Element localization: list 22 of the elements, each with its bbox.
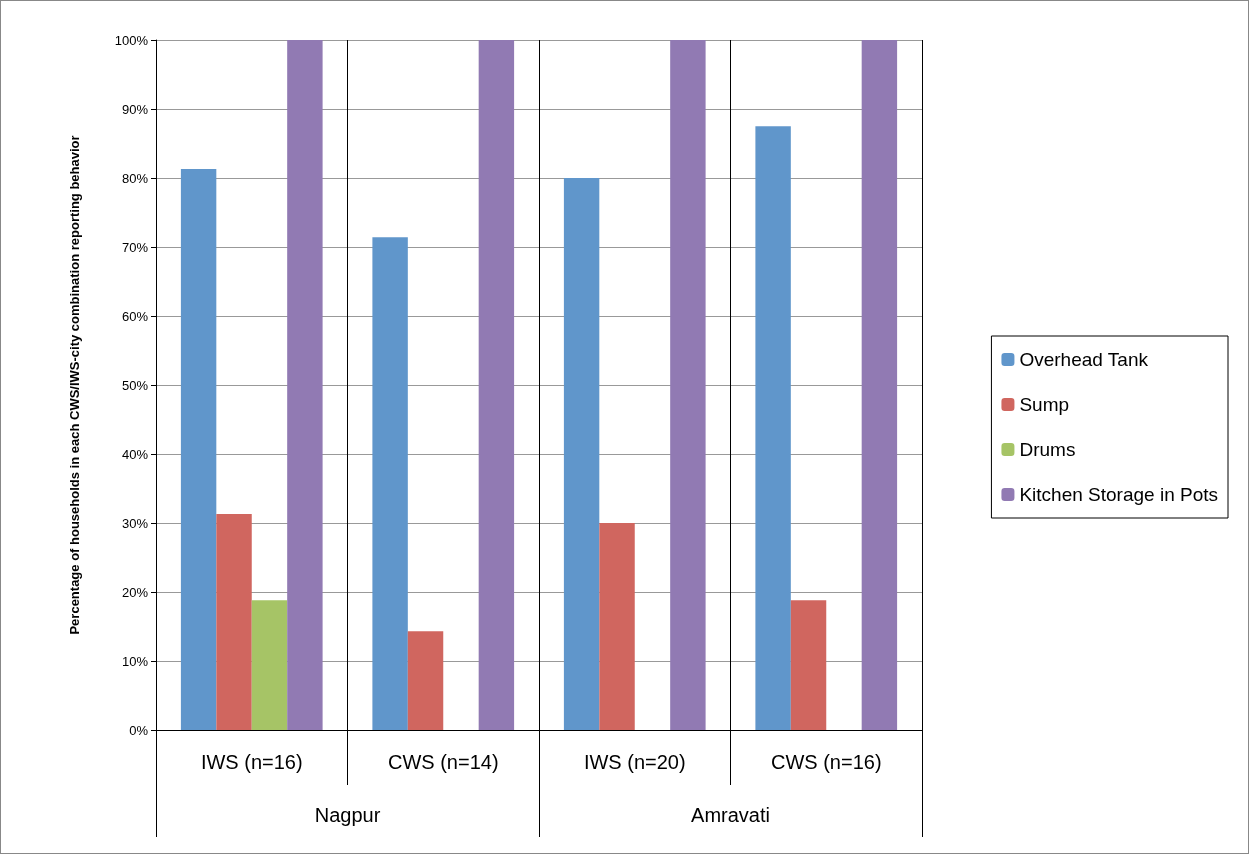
y-tick-label: 100% bbox=[114, 32, 149, 48]
y-axis-title: Percentage of households in each CWS/IWS-city combination reporting behavior bbox=[67, 135, 82, 635]
legend-label: Sump bbox=[1019, 394, 1070, 415]
y-tick-label: 10% bbox=[121, 653, 149, 669]
x-tick-label: CWS (n=16) bbox=[770, 751, 882, 773]
x-tick-label: CWS (n=14) bbox=[387, 751, 499, 773]
y-tick-label: 60% bbox=[121, 308, 149, 324]
text: Amravati bbox=[691, 804, 770, 826]
y-tick-label: 50% bbox=[121, 377, 149, 393]
y-tick-label: 30% bbox=[121, 515, 149, 531]
legend-label: Drums bbox=[1019, 439, 1076, 460]
text: Nagpur bbox=[314, 804, 381, 826]
legend-label: Overhead Tank bbox=[1019, 349, 1149, 370]
x-tick-label: IWS (n=20) bbox=[583, 751, 686, 773]
y-tick-label: 90% bbox=[121, 101, 149, 117]
y-tick-label: 80% bbox=[121, 170, 149, 186]
legend-label: Kitchen Storage in Pots bbox=[1019, 484, 1219, 505]
y-tick-label: 40% bbox=[121, 446, 149, 462]
y-tick-label: 70% bbox=[121, 239, 149, 255]
x-tick-label: IWS (n=16) bbox=[200, 751, 303, 773]
y-tick-label: 20% bbox=[121, 584, 149, 600]
y-tick-label: 0% bbox=[129, 722, 149, 738]
